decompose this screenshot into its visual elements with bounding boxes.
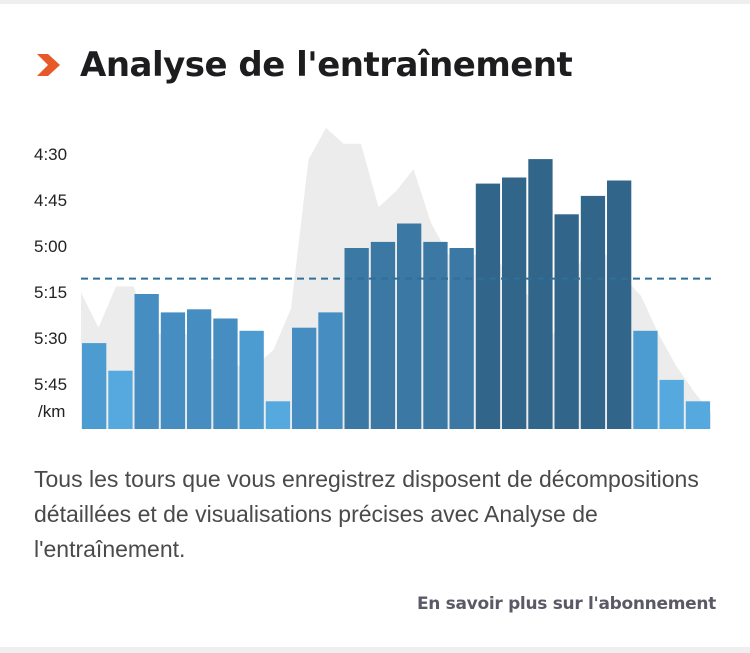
lap-bar[interactable] [82,343,107,429]
learn-more-link[interactable]: En savoir plus sur l'abonnement [416,594,716,614]
lap-bar[interactable] [502,177,527,430]
y-tick-label: 5:45 [34,375,68,394]
y-axis-unit-label: /km [38,402,66,421]
lap-bar[interactable] [449,248,474,429]
lap-bar[interactable] [423,241,448,429]
y-tick-label: 5:15 [34,283,68,302]
lap-bar[interactable] [213,318,238,430]
y-tick-label: 4:45 [34,191,68,210]
lap-bar[interactable] [265,401,291,429]
lap-bar[interactable] [239,330,264,429]
page-title: Analyse de l'entraînement [80,45,573,85]
lap-bar[interactable] [108,370,133,429]
lap-bar[interactable] [685,401,711,429]
lap-bar[interactable] [528,159,553,429]
lap-bar[interactable] [397,223,422,430]
lap-bar[interactable] [370,241,396,429]
lap-bar[interactable] [633,330,658,429]
chevron-right-icon [37,54,60,76]
lap-bar[interactable] [344,248,369,429]
lap-bar[interactable] [580,195,606,429]
y-tick-label: 5:30 [34,329,68,348]
lap-bar[interactable] [318,312,343,429]
lap-bar[interactable] [475,183,501,429]
y-tick-label: 5:00 [34,237,68,256]
lap-bar[interactable] [160,312,186,429]
y-tick-label: 4:30 [34,145,68,164]
lap-bar[interactable] [607,180,632,430]
lap-bar[interactable] [134,294,159,429]
lap-bar[interactable] [187,309,212,429]
lap-bar[interactable] [292,327,317,429]
description-text: Tous les tours que vous enregistrez disp… [34,466,699,562]
lap-bar[interactable] [554,214,579,429]
lap-bar[interactable] [659,379,684,429]
card-header: Analyse de l'entraînement [34,42,573,88]
